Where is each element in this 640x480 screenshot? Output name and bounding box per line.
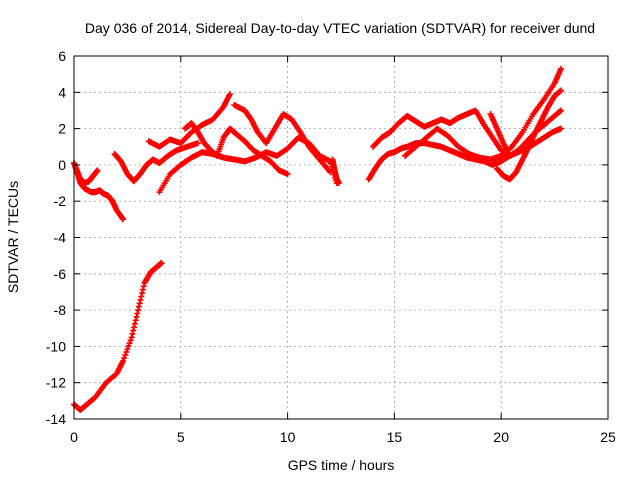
series-s5 bbox=[145, 91, 233, 150]
data-point bbox=[129, 330, 136, 337]
data-point bbox=[194, 140, 201, 147]
data-point bbox=[133, 313, 140, 320]
data-point bbox=[126, 340, 133, 347]
data-point bbox=[139, 286, 146, 293]
data-point bbox=[138, 293, 145, 300]
data-point bbox=[127, 337, 134, 344]
y-tick-label: 6 bbox=[58, 48, 66, 64]
y-tick-label: 4 bbox=[58, 84, 66, 100]
data-point bbox=[137, 296, 144, 303]
data-point bbox=[158, 259, 165, 266]
data-point bbox=[122, 352, 129, 359]
y-tick-label: -14 bbox=[46, 411, 66, 427]
data-point bbox=[335, 180, 342, 187]
x-tick-label: 15 bbox=[387, 429, 403, 445]
y-tick-label: 0 bbox=[58, 157, 66, 173]
y-tick-label: -4 bbox=[54, 230, 67, 246]
series-s2 bbox=[73, 165, 101, 187]
y-tick-label: -12 bbox=[46, 375, 66, 391]
data-point bbox=[94, 167, 101, 174]
x-tick-label: 10 bbox=[280, 429, 296, 445]
data-point bbox=[128, 334, 135, 341]
series-s8 bbox=[231, 102, 334, 176]
series-s12 bbox=[493, 87, 565, 183]
data-point bbox=[131, 324, 138, 331]
data-point bbox=[120, 216, 127, 223]
data-point bbox=[125, 343, 132, 350]
grid bbox=[74, 56, 608, 419]
series-s9 bbox=[365, 125, 565, 183]
series-s11 bbox=[402, 65, 565, 163]
data-point bbox=[226, 91, 233, 98]
data-point bbox=[124, 346, 131, 353]
y-tick-label: -10 bbox=[46, 338, 66, 354]
x-axis-label: GPS time / hours bbox=[288, 457, 395, 473]
data-points bbox=[71, 65, 565, 413]
data-point bbox=[130, 327, 137, 334]
x-tick-label: 20 bbox=[493, 429, 509, 445]
series-s7 bbox=[182, 120, 291, 177]
series-s4 bbox=[71, 259, 165, 413]
data-point bbox=[558, 125, 565, 132]
data-point bbox=[556, 108, 563, 115]
axis-ticks: 0 5 10 15 20 25 -14 -12 -10 -8 -6 -4 -2 0 2 4 6 bbox=[46, 48, 616, 445]
y-tick-label: -6 bbox=[54, 266, 67, 282]
series-s13 bbox=[487, 107, 565, 159]
data-point bbox=[131, 320, 138, 327]
y-tick-label: -8 bbox=[54, 302, 67, 318]
y-tick-label: -2 bbox=[54, 193, 67, 209]
data-point bbox=[284, 170, 291, 177]
y-axis-label: SDTVAR / TECUs bbox=[5, 181, 21, 293]
data-point bbox=[558, 87, 565, 94]
data-point bbox=[123, 349, 130, 356]
data-point bbox=[132, 317, 139, 324]
data-point bbox=[134, 310, 141, 317]
data-point bbox=[140, 283, 147, 290]
x-tick-label: 0 bbox=[70, 429, 78, 445]
data-point bbox=[135, 303, 142, 310]
series-s14 bbox=[329, 156, 342, 187]
data-point bbox=[558, 107, 565, 114]
data-point bbox=[135, 307, 142, 314]
data-point bbox=[136, 300, 143, 307]
chart-title: Day 036 of 2014, Sidereal Day-to-day VTE… bbox=[85, 20, 595, 36]
series-s10 bbox=[370, 107, 513, 159]
data-point bbox=[558, 65, 565, 72]
series-s3 bbox=[111, 140, 201, 185]
data-point bbox=[121, 354, 128, 361]
data-point bbox=[120, 357, 127, 364]
data-point bbox=[139, 290, 146, 297]
x-tick-label: 5 bbox=[177, 429, 185, 445]
y-tick-label: 2 bbox=[58, 121, 66, 137]
data-point bbox=[119, 215, 126, 222]
x-tick-label: 25 bbox=[600, 429, 616, 445]
